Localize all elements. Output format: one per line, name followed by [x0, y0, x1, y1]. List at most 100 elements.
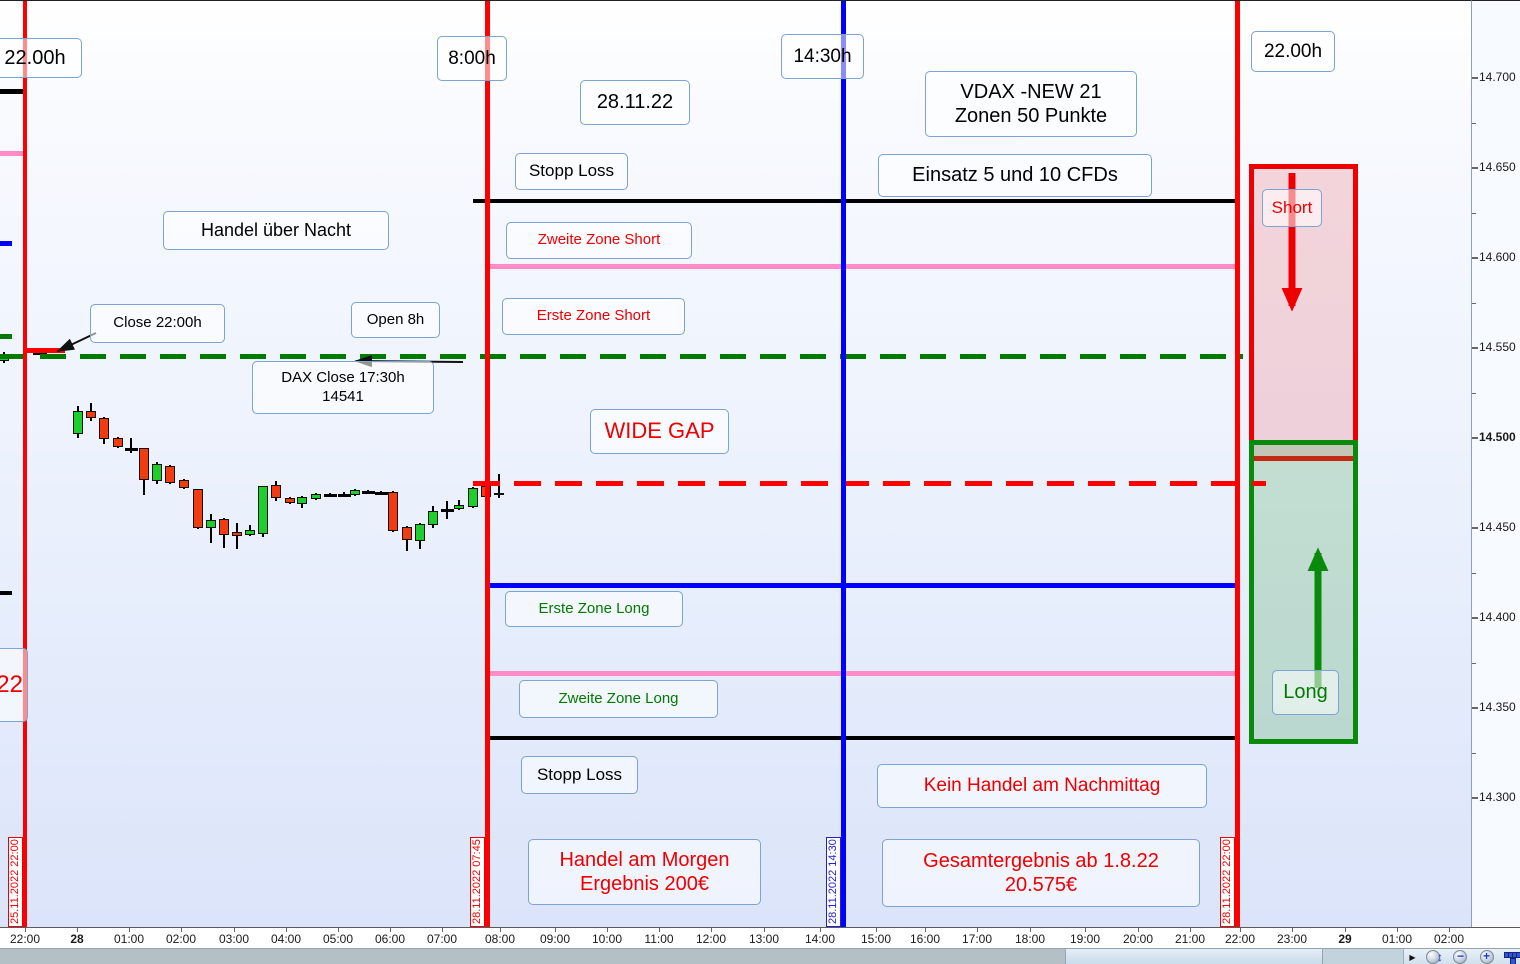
label-2200h-right[interactable]: 22.00h	[1251, 31, 1335, 72]
time-tick-label: 11:00	[644, 932, 674, 946]
time-tick	[555, 928, 556, 932]
candle-doji	[324, 494, 337, 497]
stub-black-mid	[0, 591, 12, 595]
label-gesamtergebnis[interactable]: Gesamtergebnis ab 1.8.22 20.575€	[882, 839, 1200, 907]
stop-loss-short-line	[473, 199, 1237, 203]
candle-body	[271, 485, 281, 498]
candle-body	[494, 493, 504, 495]
label-vdax-title[interactable]: VDAX -NEW 21 Zonen 50 Punkte	[925, 71, 1137, 137]
time-tick	[1345, 928, 1346, 932]
label-800h[interactable]: 8:00h	[437, 36, 507, 81]
zweite-zone-short-line	[489, 264, 1237, 269]
label-stopp-loss-bottom[interactable]: Stopp Loss	[521, 756, 638, 794]
label-wide-gap[interactable]: WIDE GAP	[590, 409, 729, 454]
price-minor-tick	[1472, 303, 1476, 304]
label-zweite-zone-short[interactable]: Zweite Zone Short	[506, 222, 692, 259]
time-tick	[286, 928, 287, 932]
time-tick-label: 06:00	[374, 932, 406, 946]
chart-plot-area[interactable]: 22.00h 8:00h 14:30h 22.00h 28.11.22 VDAX -NEW…	[0, 0, 1471, 928]
candle-doji	[338, 494, 351, 497]
price-tick	[1472, 77, 1478, 79]
session-line-2200-prev	[23, 1, 27, 928]
time-tick	[129, 928, 130, 932]
panels-icon[interactable]	[1504, 952, 1520, 964]
time-tick-label: 16:00	[909, 932, 941, 946]
candle-body	[165, 466, 175, 483]
label-cutoff-22[interactable]: 22	[0, 648, 28, 722]
time-tick	[1190, 928, 1191, 932]
candle-body	[152, 464, 162, 481]
time-tick	[659, 928, 660, 932]
label-date[interactable]: 28.11.22	[580, 80, 690, 125]
label-2200h-left[interactable]: 22.00h	[0, 38, 82, 78]
zoom-out-glyph[interactable]: −	[1457, 949, 1465, 963]
label-long[interactable]: Long	[1272, 670, 1339, 715]
label-handel-am-morgen[interactable]: Handel am Morgen Ergebnis 200€	[528, 839, 761, 905]
scrollbar-thumb[interactable]	[1065, 949, 1323, 964]
zoom-in-glyph[interactable]: +	[1483, 949, 1491, 963]
price-tick-label: 14.400	[1479, 610, 1516, 624]
session-tag-2811-2200: 28.11.2022 22:00	[1220, 837, 1235, 927]
time-tick-label: 05:00	[322, 932, 354, 946]
scrollbar-track[interactable]	[1323, 949, 1403, 964]
time-tick-label: 22:00	[9, 932, 41, 946]
time-tick-label: 20:00	[1122, 932, 1154, 946]
time-tick	[1397, 928, 1398, 932]
time-tick-label: 23:00	[1276, 932, 1308, 946]
candle-doji	[125, 448, 138, 451]
label-erste-zone-short[interactable]: Erste Zone Short	[502, 298, 685, 335]
scroll-right-button[interactable]: ▶	[1403, 949, 1421, 964]
candle-body	[428, 511, 438, 525]
time-tick-label: 04:00	[270, 932, 302, 946]
price-tick	[1472, 797, 1478, 799]
price-tick-label: 14.600	[1479, 250, 1516, 264]
time-axis[interactable]: 22:00 28 01:00 02:00 03:00 04:00 05:00 06:00 07:…	[0, 927, 1520, 948]
session-line-2200	[1235, 1, 1240, 928]
time-tick-label: 19:00	[1069, 932, 1101, 946]
price-axis[interactable]: 14.700 14.650 14.600 14.550 14.500 14.450 14.4…	[1471, 0, 1520, 948]
time-tick-label: 17:00	[961, 932, 993, 946]
time-tick	[1085, 928, 1086, 932]
candle-body	[179, 480, 189, 488]
candle-body	[297, 497, 307, 504]
price-tick-label: 14.550	[1479, 340, 1516, 354]
time-tick-label: 02:00	[165, 932, 197, 946]
zweite-zone-long-line	[489, 671, 1237, 676]
candle-doji	[362, 491, 375, 494]
close-marker-red	[27, 348, 65, 353]
candle-body	[245, 530, 255, 535]
label-1430h[interactable]: 14:30h	[781, 34, 864, 79]
label-erste-zone-long[interactable]: Erste Zone Long	[505, 591, 683, 627]
label-short[interactable]: Short	[1262, 189, 1322, 227]
candle-body	[311, 494, 321, 499]
label-open-8h[interactable]: Open 8h	[351, 302, 440, 338]
zoom-vertical-arrow-icon[interactable]: ↕	[1437, 950, 1443, 964]
label-kein-handel[interactable]: Kein Handel am Nachmittag	[877, 764, 1207, 808]
line-1430	[841, 1, 846, 928]
candle-body	[468, 488, 478, 507]
stub-pink-top	[0, 151, 25, 156]
label-stopp-loss-top[interactable]: Stopp Loss	[515, 153, 628, 190]
price-tick-label: 14.350	[1479, 700, 1516, 714]
time-tick	[876, 928, 877, 932]
price-tick	[1472, 707, 1478, 709]
time-tick	[442, 928, 443, 932]
time-tick-label: 01:00	[113, 932, 145, 946]
time-tick	[977, 928, 978, 932]
label-handel-ueber-nacht[interactable]: Handel über Nacht	[163, 211, 389, 250]
candle-wick	[498, 474, 500, 498]
label-zweite-zone-long[interactable]: Zweite Zone Long	[519, 680, 718, 718]
time-tick	[1449, 928, 1450, 932]
price-tick-label: 14.450	[1479, 520, 1516, 534]
stop-loss-long-line	[487, 736, 1237, 740]
label-close-2200[interactable]: Close 22:00h	[90, 304, 225, 343]
label-einsatz[interactable]: Einsatz 5 und 10 CFDs	[878, 154, 1152, 197]
session-tag-2811-1430: 28.11.2022 14:30	[826, 837, 841, 927]
label-dax-close[interactable]: DAX Close 17:30h 14541	[252, 361, 434, 414]
price-tick-label: 14.700	[1479, 70, 1516, 84]
horizontal-scrollbar[interactable]: ▶ ↕ − +	[0, 948, 1520, 964]
time-tick	[25, 928, 26, 932]
time-tick-label: 15:00	[860, 932, 892, 946]
session-tag-2511-2200: 25.11.2022 22:00	[8, 837, 23, 927]
